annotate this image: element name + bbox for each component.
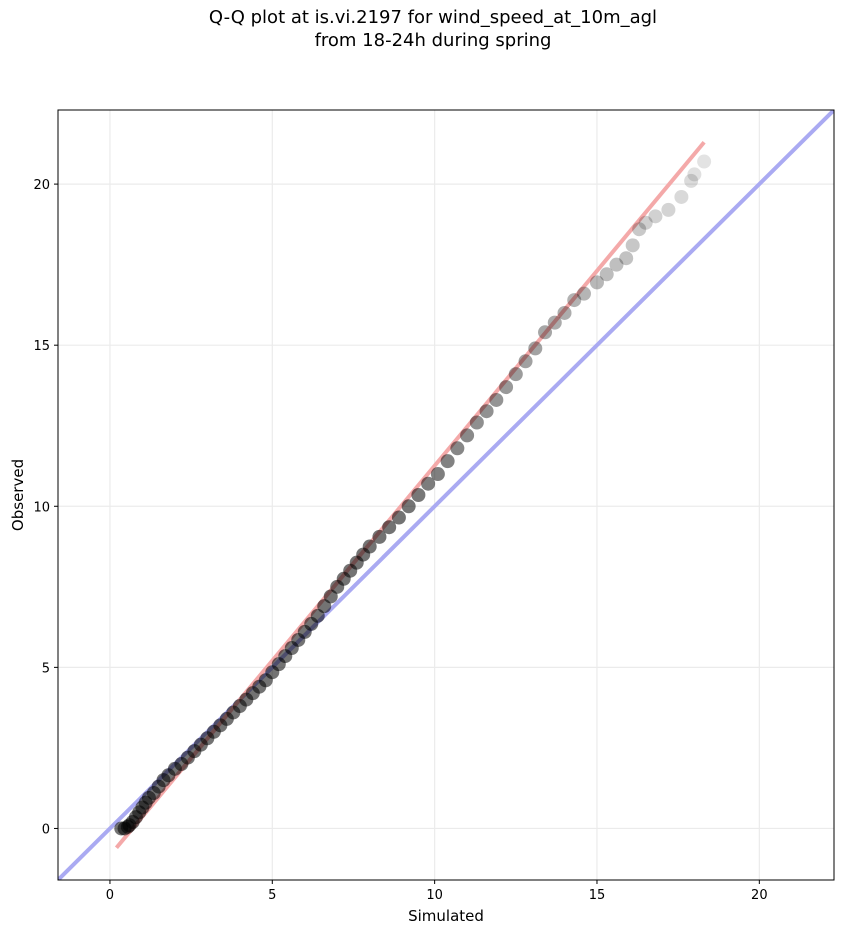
quantile-point <box>638 215 653 230</box>
quantile-point <box>684 173 699 188</box>
quantile-point <box>697 154 712 169</box>
quantile-point <box>479 404 494 419</box>
quantile-point <box>362 539 377 554</box>
quantile-point <box>599 267 614 282</box>
quantile-point <box>450 441 465 456</box>
x-tick-label: 0 <box>106 888 114 903</box>
y-tick-label: 0 <box>42 822 50 837</box>
y-axis-label: Observed <box>9 459 27 531</box>
quantile-point <box>382 520 397 535</box>
axis-ticks: 0 5 10 15 20 0 5 10 15 20 <box>33 178 767 903</box>
y-tick-label: 10 <box>33 500 50 515</box>
y-tick-label: 20 <box>33 178 50 193</box>
quantile-point <box>567 293 582 308</box>
quantile-point <box>538 325 553 340</box>
quantile-point <box>421 476 436 491</box>
quantile-point <box>648 209 663 224</box>
x-tick-label: 20 <box>751 888 768 903</box>
quantile-point <box>632 222 647 237</box>
quantile-point <box>528 341 543 356</box>
quantile-point <box>674 189 689 204</box>
quantile-point <box>411 488 426 502</box>
x-tick-label: 15 <box>589 888 606 903</box>
chart-title-line-2: from 18-24h during spring <box>314 30 552 51</box>
quantile-point <box>687 167 702 182</box>
quantile-point <box>589 275 604 290</box>
quantile-point <box>372 529 387 544</box>
quantile-point <box>625 238 640 253</box>
chart-title: Q-Q plot at is.vi.2197 for wind_speed_at… <box>0 6 843 52</box>
x-tick-label: 10 <box>426 888 443 903</box>
quantile-point <box>391 510 406 525</box>
quantile-point <box>440 454 455 469</box>
quantile-point <box>460 428 475 443</box>
x-axis-label: Simulated <box>408 907 484 925</box>
y-tick-label: 15 <box>33 339 50 354</box>
quantile-point <box>489 392 504 407</box>
quantile-point <box>547 315 562 330</box>
x-tick-label: 5 <box>268 888 276 903</box>
quantile-point <box>469 415 484 430</box>
quantile-point <box>518 354 533 369</box>
quantile-point <box>508 367 523 382</box>
chart-title-line-1: Q-Q plot at is.vi.2197 for wind_speed_at… <box>208 7 658 28</box>
quantile-point <box>609 257 624 272</box>
grid-lines <box>58 110 834 880</box>
quantile-points <box>114 154 712 836</box>
quantile-point <box>430 467 445 482</box>
y-tick-label: 5 <box>42 661 50 676</box>
plot-frame <box>57 109 835 881</box>
quantile-point <box>499 380 514 395</box>
quantile-point <box>619 251 634 266</box>
quantile-point <box>401 499 416 514</box>
quantile-point <box>661 202 676 217</box>
quantile-point <box>557 305 572 320</box>
quantile-point <box>576 286 591 301</box>
